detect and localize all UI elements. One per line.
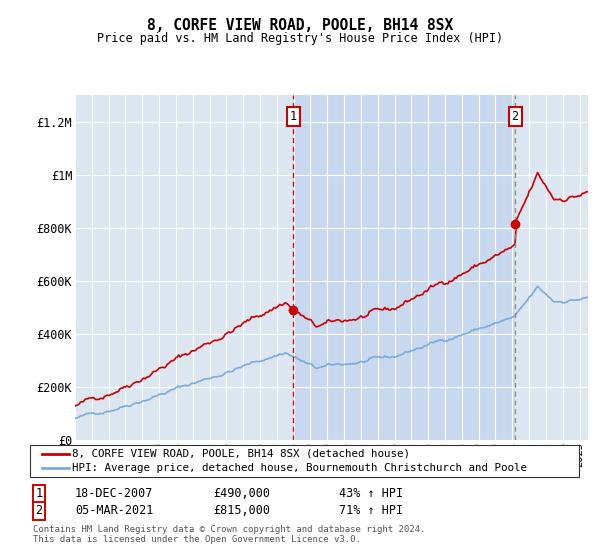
- Text: Price paid vs. HM Land Registry's House Price Index (HPI): Price paid vs. HM Land Registry's House …: [97, 32, 503, 45]
- Text: 1: 1: [35, 487, 43, 501]
- Text: HPI: Average price, detached house, Bournemouth Christchurch and Poole: HPI: Average price, detached house, Bour…: [72, 463, 527, 473]
- Text: 1: 1: [290, 110, 297, 123]
- Text: 2: 2: [512, 110, 519, 123]
- Text: 05-MAR-2021: 05-MAR-2021: [75, 504, 154, 517]
- Text: 43% ↑ HPI: 43% ↑ HPI: [339, 487, 403, 501]
- Text: 8, CORFE VIEW ROAD, POOLE, BH14 8SX: 8, CORFE VIEW ROAD, POOLE, BH14 8SX: [147, 18, 453, 33]
- Bar: [293, 95, 515, 440]
- Text: 71% ↑ HPI: 71% ↑ HPI: [339, 504, 403, 517]
- Text: Contains HM Land Registry data © Crown copyright and database right 2024.
This d: Contains HM Land Registry data © Crown c…: [33, 525, 425, 544]
- Text: £815,000: £815,000: [213, 504, 270, 517]
- Text: 18-DEC-2007: 18-DEC-2007: [75, 487, 154, 501]
- Text: 8, CORFE VIEW ROAD, POOLE, BH14 8SX (detached house): 8, CORFE VIEW ROAD, POOLE, BH14 8SX (det…: [72, 449, 410, 459]
- Text: £490,000: £490,000: [213, 487, 270, 501]
- Text: 2: 2: [35, 504, 43, 517]
